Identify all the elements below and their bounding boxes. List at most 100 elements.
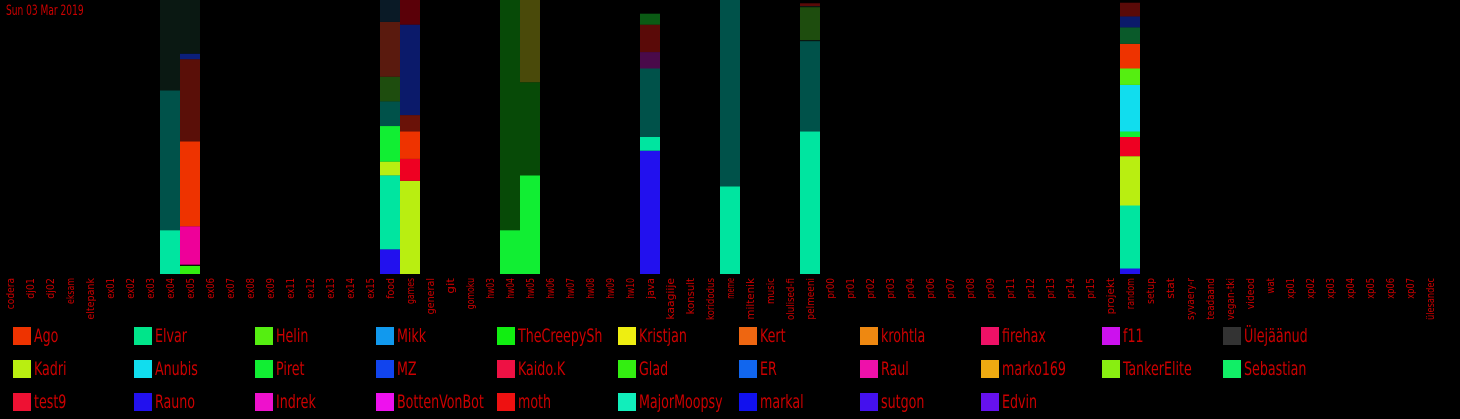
x-tick-label: miltenik	[744, 277, 757, 319]
x-tick-label: hw10	[624, 278, 637, 299]
bar-segment-pelmeeni-3	[800, 7, 820, 41]
bar-segment-java-5	[640, 13, 660, 25]
legend-label: Mikk	[397, 325, 427, 347]
legend-item: f11	[1102, 325, 1219, 347]
x-tick-label: general	[424, 278, 437, 314]
legend-item: Kert	[739, 325, 856, 347]
legend-item: Glad	[618, 358, 735, 380]
legend-label: markal	[760, 391, 804, 413]
bar-segment-random-10	[1120, 2, 1140, 17]
bar-segment-food-5	[380, 76, 400, 102]
x-tick-label: syvaery-r	[1184, 278, 1197, 320]
x-tick-label: pr03	[884, 278, 897, 299]
legend-label: BottenVonBot	[397, 391, 484, 413]
legend-swatch	[618, 393, 636, 411]
legend-label: MajorMoopsy	[639, 391, 723, 413]
legend-label: Rauno	[155, 391, 196, 413]
x-tick-label: hw08	[584, 278, 597, 299]
x-tick-label: ex08	[244, 278, 257, 299]
legend-swatch	[497, 327, 515, 345]
bar-segment-pelmeeni-5	[800, 3, 820, 7]
x-tick-label: food	[384, 278, 397, 299]
bar-segment-meme-0	[720, 186, 740, 274]
legend-item: moth	[497, 391, 614, 413]
legend-item: Sebastian	[1223, 358, 1340, 380]
legend-swatch	[134, 393, 152, 411]
x-tick-label: ex12	[304, 278, 317, 299]
legend-swatch	[1223, 327, 1241, 345]
x-tick-label: hw09	[604, 278, 617, 299]
legend-swatch	[860, 327, 878, 345]
bar-segment-java-1	[640, 137, 660, 151]
legend-swatch	[255, 360, 273, 378]
legend-label: MZ	[397, 358, 417, 380]
legend-item: markal	[739, 391, 856, 413]
bar-segment-pelmeeni-0	[800, 131, 820, 274]
bar-segment-games-0	[400, 180, 420, 274]
legend-label: sutgon	[881, 391, 925, 413]
x-tick-label: pr09	[984, 278, 997, 299]
bar-segment-food-0	[380, 249, 400, 274]
x-tick-label: kaagiije	[664, 278, 677, 320]
legend-label: test9	[34, 391, 67, 413]
legend-label: f11	[1123, 325, 1144, 347]
x-tick-label: pelmeeni	[804, 278, 817, 320]
legend-label: Anubis	[155, 358, 198, 380]
legend-item: Kadri	[13, 358, 130, 380]
bar-segment-random-5	[1120, 84, 1140, 132]
bar-segment-pelmeeni-1	[800, 41, 820, 132]
legend-swatch	[981, 327, 999, 345]
bar-segment-meme-1	[720, 0, 740, 187]
bar-segment-ex05-1	[180, 264, 200, 266]
legend-swatch	[981, 360, 999, 378]
legend-label: Kristjan	[639, 325, 687, 347]
legend-swatch	[134, 360, 152, 378]
bar-segment-hw04-0	[500, 230, 520, 274]
bar-hw05	[520, 0, 540, 274]
x-tick-label: pr02	[864, 278, 877, 299]
legend-swatch	[376, 327, 394, 345]
legend-item: TheCreepySh	[497, 325, 614, 347]
bar-ex05	[180, 0, 200, 274]
legend-label: Helin	[276, 325, 309, 347]
x-tick-label: pr13	[1044, 278, 1057, 299]
x-tick-label: xp05	[1364, 278, 1377, 299]
x-tick-label: dj02	[44, 278, 57, 299]
bar-segment-pelmeeni-4	[800, 6, 820, 8]
x-tick-label: git	[444, 277, 457, 293]
x-tick-label: meme	[724, 278, 737, 299]
legend-label: krohtla	[881, 325, 926, 347]
bar-segment-ex05-4	[180, 59, 200, 142]
legend-label: Kert	[760, 325, 786, 347]
legend-item: Kaido.K	[497, 358, 614, 380]
x-tick-label: ex02	[124, 278, 137, 299]
legend-swatch	[134, 327, 152, 345]
legend-label: Raul	[881, 358, 909, 380]
legend-item: Helin	[255, 325, 372, 347]
bar-segment-hw05-2	[520, 0, 540, 83]
x-tick-label: games	[404, 278, 417, 304]
bar-segment-random-8	[1120, 27, 1140, 44]
x-tick-label: stat	[1164, 277, 1177, 298]
bar-games	[400, 0, 420, 274]
x-tick-label: videod	[1244, 278, 1257, 309]
legend-item: marko169	[981, 358, 1098, 380]
legend-label: Kadri	[34, 358, 67, 380]
x-tick-label: wat	[1264, 277, 1277, 293]
bar-segment-java-3	[640, 52, 660, 69]
bar-segment-random-9	[1120, 16, 1140, 28]
bar-segment-ex05-0	[180, 265, 200, 274]
x-tick-label: ülesandec	[1424, 278, 1437, 320]
x-tick-label: hw05	[524, 278, 537, 299]
bar-segment-java-2	[640, 68, 660, 137]
legend-label: Elvar	[155, 325, 187, 347]
x-tick-label: hw06	[544, 278, 557, 299]
x-tick-label: pr14	[1064, 278, 1077, 299]
x-tick-label: pr12	[1024, 278, 1037, 299]
legend-item: Kristjan	[618, 325, 735, 347]
x-tick-label: hw03	[484, 278, 497, 299]
legend-label: ER	[760, 358, 777, 380]
x-tick-label: ex14	[344, 278, 357, 299]
bar-segment-random-7	[1120, 43, 1140, 69]
bar-segment-ex05-2	[180, 226, 200, 265]
